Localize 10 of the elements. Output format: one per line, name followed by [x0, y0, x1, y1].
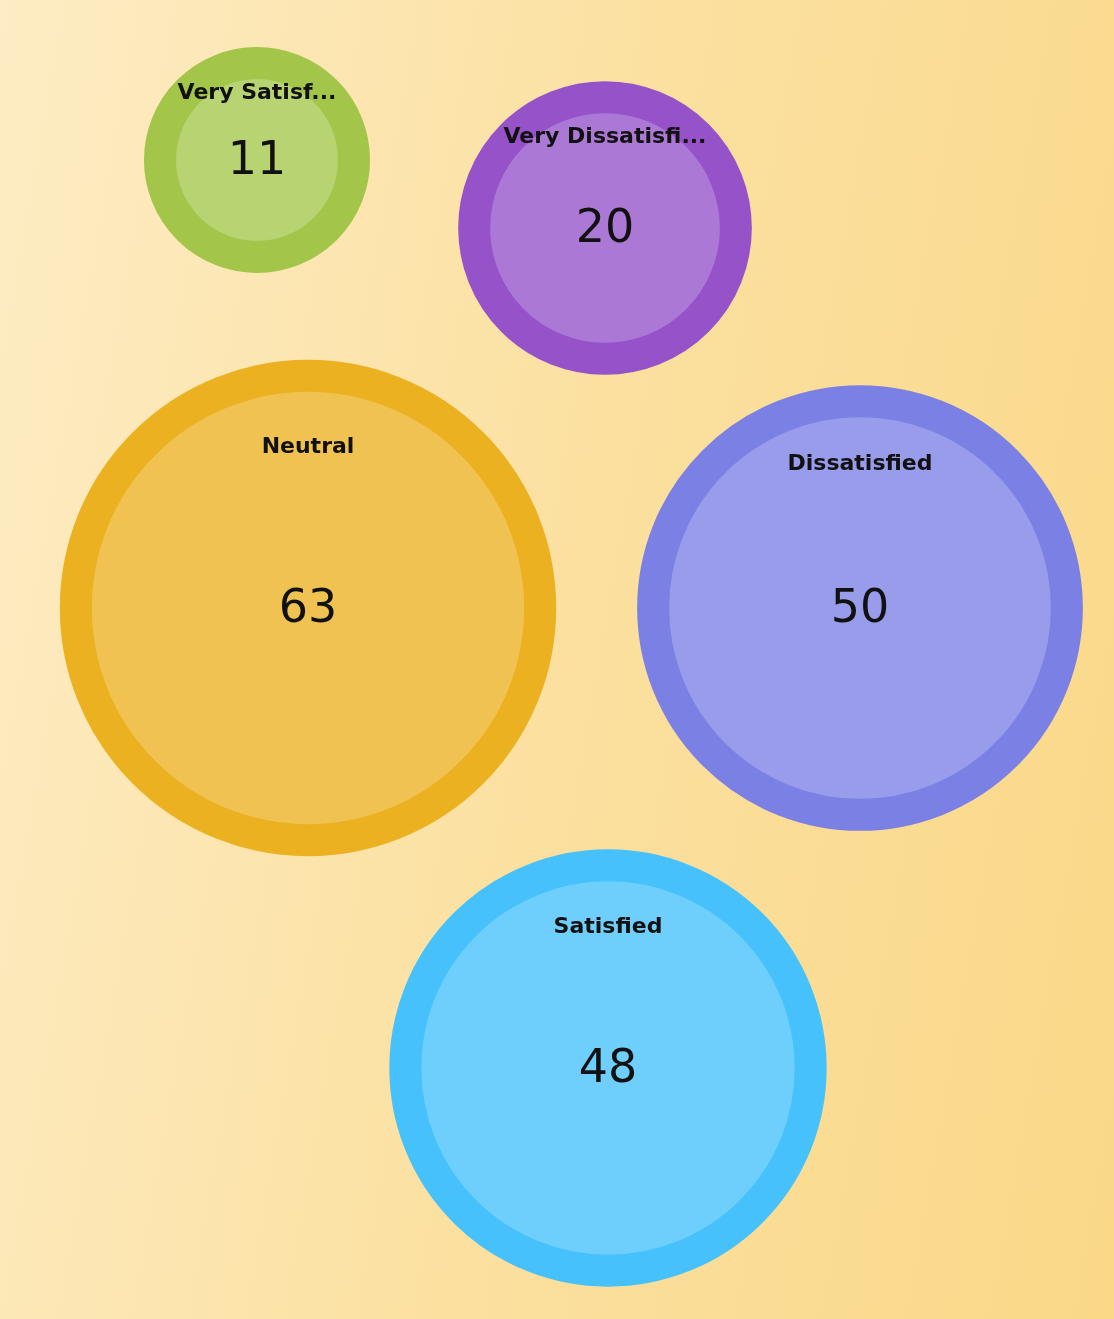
data-label: 11 [227, 131, 287, 185]
data-label: 50 [830, 579, 890, 633]
data-label: 20 [575, 199, 635, 253]
data-label: 48 [578, 1039, 638, 1093]
category-label: Very Satisf... [177, 79, 337, 105]
category-label: Dissatisfied [787, 450, 933, 476]
category-label: Satisfied [553, 913, 663, 939]
data-label: 63 [278, 579, 338, 633]
category-label: Neutral [261, 432, 355, 458]
category-label: Very Dissatisfi... [503, 123, 707, 149]
